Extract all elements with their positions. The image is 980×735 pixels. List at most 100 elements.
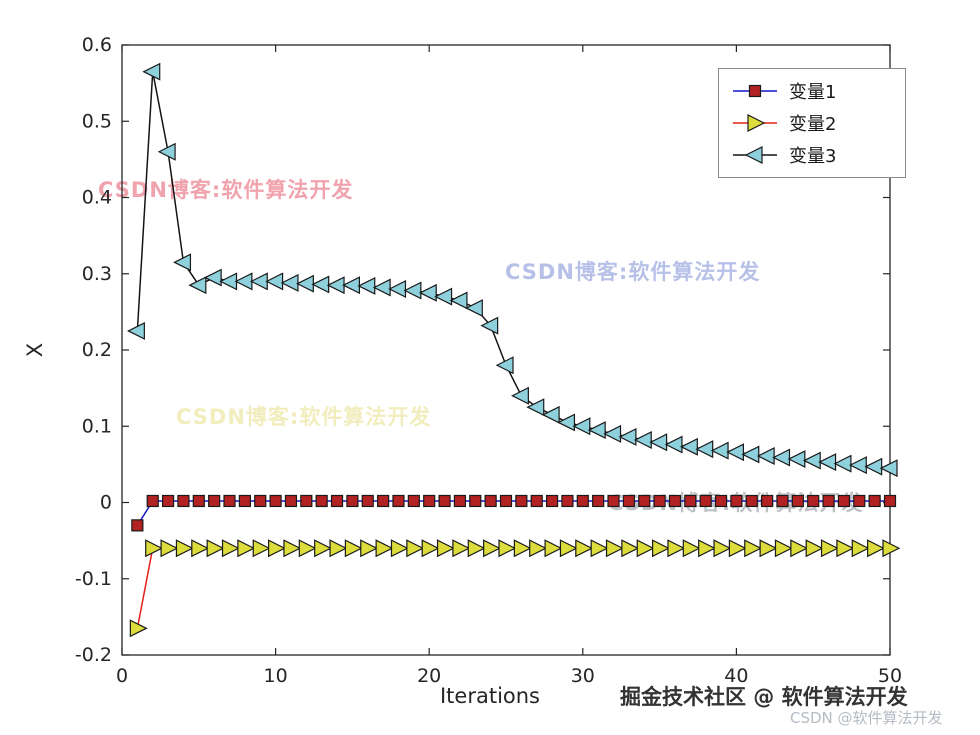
marker-square (223, 494, 236, 508)
marker-square (592, 494, 605, 508)
legend-item: 变量3 (731, 141, 893, 169)
marker-triangle-left (188, 276, 207, 295)
marker-triangle-right (728, 539, 747, 558)
marker-square (714, 494, 728, 508)
marker-triangle-left (664, 435, 683, 454)
marker-triangle-left (480, 316, 499, 335)
marker-triangle-left (388, 280, 407, 298)
marker-triangle-left (265, 272, 284, 291)
marker-square (453, 494, 467, 508)
marker-triangle-right (483, 539, 501, 558)
marker-triangle-left (833, 454, 852, 473)
marker-triangle-left (710, 441, 729, 460)
marker-triangle-right (636, 539, 655, 558)
marker-square (131, 519, 144, 532)
marker-square (377, 494, 390, 508)
marker-square (853, 494, 866, 508)
marker-triangle-right (805, 539, 824, 558)
marker-square (545, 494, 559, 508)
marker-triangle-right (498, 539, 517, 558)
marker-triangle-right (575, 539, 594, 558)
x-tick-label: 40 (724, 665, 748, 687)
marker-triangle-left (695, 440, 714, 459)
marker-triangle-right (682, 539, 701, 558)
marker-triangle-left (249, 272, 268, 291)
legend: 变量1 变量2 变量3 (718, 68, 906, 178)
marker-triangle-left (633, 431, 652, 449)
marker-triangle-left (157, 142, 176, 161)
marker-triangle-left (311, 275, 330, 294)
marker-square (484, 494, 497, 508)
y-tick-label: -0.1 (75, 568, 112, 590)
watermark-csdn-3: CSDN博客:软件算法开发 (176, 405, 432, 429)
marker-square (883, 494, 897, 508)
y-tick-label: 0.1 (82, 415, 112, 437)
marker-square (238, 494, 251, 508)
marker-triangle-right (836, 539, 855, 558)
marker-square (161, 494, 175, 508)
marker-triangle-left (326, 276, 345, 295)
marker-square (438, 494, 451, 508)
marker-triangle-right (206, 539, 225, 558)
marker-triangle-right (790, 539, 809, 558)
marker-square (745, 494, 758, 508)
marker-square (776, 494, 789, 508)
marker-square (761, 494, 774, 508)
y-tick-label: 0.3 (82, 263, 112, 285)
marker-square (469, 494, 482, 508)
marker-triangle-left (372, 278, 391, 297)
marker-square (668, 494, 682, 508)
y-tick-label: 0.5 (82, 110, 112, 132)
marker-square (607, 494, 620, 508)
marker-square (330, 494, 344, 508)
marker-square (361, 494, 374, 508)
marker-triangle-left (572, 417, 591, 436)
marker-triangle-right (145, 539, 164, 558)
marker-square (561, 494, 574, 508)
marker-triangle-right (544, 539, 563, 558)
marker-triangle-right (513, 539, 532, 558)
marker-square (822, 494, 835, 508)
footer-csdn-credit: CSDN @软件算法开发 (790, 709, 943, 727)
y-tick-label: -0.2 (75, 644, 112, 666)
marker-triangle-right (421, 539, 440, 558)
marker-triangle-right (360, 539, 379, 558)
series-line (136, 547, 890, 629)
marker-triangle-right (744, 539, 763, 558)
marker-square (684, 494, 697, 508)
marker-triangle-left (449, 291, 468, 310)
marker-triangle-left (587, 421, 606, 440)
marker-square (146, 494, 159, 508)
marker-triangle-right (406, 539, 425, 558)
marker-triangle-right (221, 539, 240, 558)
y-tick-label: 0.6 (82, 34, 112, 56)
marker-triangle-left (618, 427, 637, 446)
marker-triangle-left (649, 433, 668, 452)
marker-triangle-left (879, 459, 898, 478)
marker-triangle-right (375, 539, 394, 558)
legend-label: 变量2 (789, 114, 837, 135)
legend-item: 变量2 (731, 109, 893, 137)
marker-triangle-right (590, 539, 609, 558)
marker-triangle-right (160, 539, 179, 558)
marker-triangle-left (741, 445, 760, 464)
marker-square (407, 494, 420, 508)
x-tick-label: 50 (878, 665, 902, 687)
marker-triangle-right (175, 539, 194, 558)
marker-triangle-left (756, 447, 775, 465)
marker-square (622, 494, 635, 508)
marker-triangle-right (820, 539, 839, 558)
marker-triangle-left (357, 276, 376, 295)
marker-square (392, 494, 405, 508)
marker-triangle-left (203, 268, 222, 287)
legend-marker-sample (733, 146, 777, 164)
marker-triangle-left (434, 287, 453, 306)
marker-square (576, 494, 589, 508)
marker-square (423, 494, 436, 508)
marker-triangle-left (142, 62, 161, 81)
marker-triangle-right (191, 539, 210, 558)
marker-triangle-left (127, 321, 145, 340)
marker-triangle-right (283, 539, 302, 558)
marker-triangle-right (559, 539, 578, 558)
